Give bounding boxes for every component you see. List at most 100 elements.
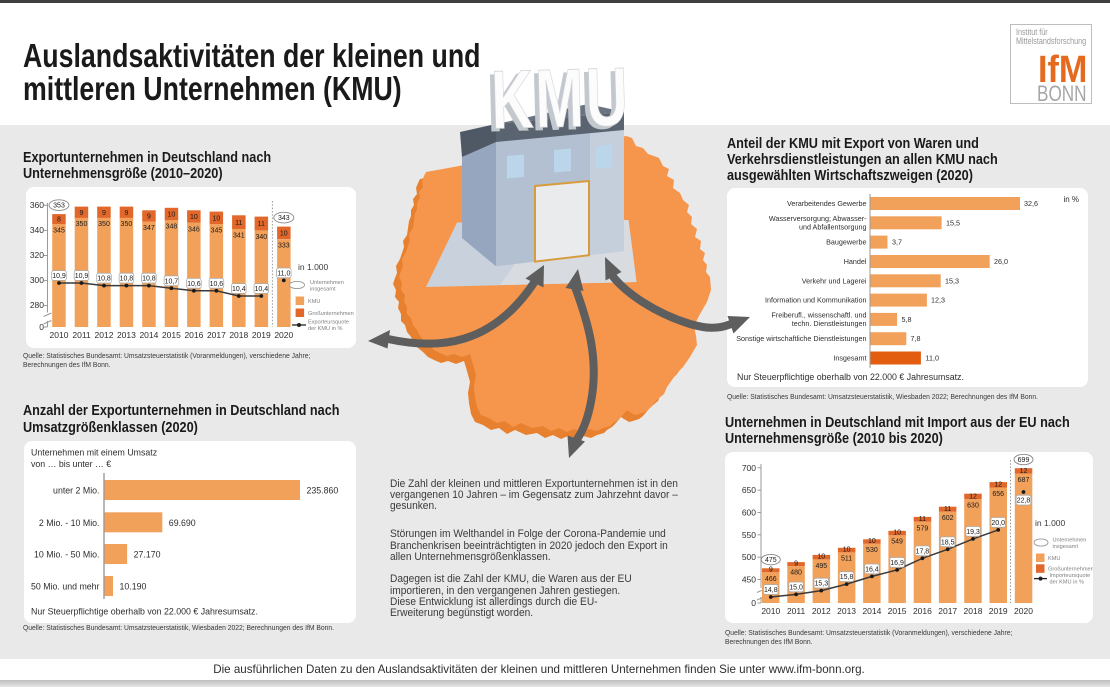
svg-text:Wasserversorgung; Abwasser-: Wasserversorgung; Abwasser-	[769, 214, 867, 223]
svg-text:699: 699	[1018, 457, 1030, 464]
svg-text:350: 350	[98, 221, 110, 228]
svg-text:10,6: 10,6	[187, 281, 201, 288]
svg-text:2013: 2013	[117, 330, 136, 340]
svg-text:Nur Steuerpflichtige oberhalb: Nur Steuerpflichtige oberhalb von 22.000…	[737, 372, 964, 382]
svg-text:11: 11	[919, 516, 926, 523]
svg-text:KMU: KMU	[1048, 556, 1060, 562]
svg-text:10: 10	[817, 554, 825, 561]
svg-text:Importeursquote: Importeursquote	[1050, 573, 1091, 579]
svg-text:511: 511	[841, 556, 852, 563]
svg-text:530: 530	[866, 547, 878, 554]
svg-text:12: 12	[994, 482, 1002, 489]
svg-text:630: 630	[967, 503, 979, 510]
svg-text:10,7: 10,7	[165, 278, 179, 285]
svg-text:Exporteursquote: Exporteursquote	[308, 320, 349, 326]
svg-text:2 Mio. - 10 Mio.: 2 Mio. - 10 Mio.	[39, 518, 100, 528]
svg-text:Unternehmen: Unternehmen	[310, 280, 344, 286]
svg-text:10,6: 10,6	[210, 281, 224, 288]
svg-text:350: 350	[76, 221, 88, 228]
svg-text:und Abfallentsorgung: und Abfallentsorgung	[799, 223, 867, 232]
svg-text:10,9: 10,9	[75, 273, 89, 280]
svg-text:in 1.000: in 1.000	[1035, 518, 1066, 528]
svg-text:345: 345	[53, 228, 65, 235]
svg-text:Sonstige wirtschaftliche Diens: Sonstige wirtschaftliche Dienstleistunge…	[736, 334, 866, 343]
svg-text:10 Mio. - 50 Mio.: 10 Mio. - 50 Mio.	[34, 550, 100, 560]
svg-text:2012: 2012	[812, 606, 831, 616]
svg-text:Information und Kommunikation: Information und Kommunikation	[765, 296, 866, 305]
svg-text:16,9: 16,9	[890, 560, 904, 567]
svg-text:15,3: 15,3	[814, 581, 828, 588]
svg-text:320: 320	[30, 250, 44, 260]
svg-text:50 Mio. und mehr: 50 Mio. und mehr	[31, 582, 100, 592]
svg-text:insgesamt: insgesamt	[310, 287, 336, 293]
svg-text:2011: 2011	[787, 606, 806, 616]
svg-text:360: 360	[30, 200, 44, 210]
svg-text:insgesamt: insgesamt	[1053, 544, 1079, 550]
svg-text:10,4: 10,4	[254, 286, 268, 293]
svg-text:Großunternehmen: Großunternehmen	[1048, 567, 1093, 573]
svg-text:KMU: KMU	[308, 299, 320, 305]
svg-text:9: 9	[102, 210, 106, 217]
svg-text:techn. Dienstleistungen: techn. Dienstleistungen	[792, 319, 867, 328]
svg-text:10: 10	[190, 214, 198, 221]
svg-text:Handel: Handel	[844, 257, 867, 266]
svg-text:2012: 2012	[95, 330, 114, 340]
svg-text:16,4: 16,4	[865, 567, 879, 574]
svg-text:Baugewerbe: Baugewerbe	[826, 238, 866, 247]
svg-text:2013: 2013	[837, 606, 856, 616]
svg-text:0: 0	[751, 598, 756, 608]
svg-text:Insgesamt: Insgesamt	[833, 354, 866, 363]
svg-text:2011: 2011	[72, 330, 91, 340]
svg-text:9: 9	[794, 560, 798, 567]
svg-text:2019: 2019	[989, 606, 1008, 616]
svg-text:9: 9	[769, 567, 773, 574]
svg-text:480: 480	[790, 570, 802, 577]
svg-text:2014: 2014	[862, 606, 881, 616]
svg-text:495: 495	[815, 563, 827, 570]
svg-text:11,0: 11,0	[277, 271, 290, 278]
svg-text:340: 340	[30, 225, 44, 235]
svg-text:Unternehmen: Unternehmen	[1053, 538, 1087, 544]
svg-text:341: 341	[233, 233, 245, 240]
svg-text:8: 8	[57, 217, 61, 224]
svg-text:549: 549	[891, 539, 903, 546]
svg-text:11,0: 11,0	[926, 354, 939, 363]
svg-text:347: 347	[143, 225, 155, 232]
svg-text:unter 2 Mio.: unter 2 Mio.	[53, 486, 99, 496]
svg-text:602: 602	[942, 515, 954, 522]
svg-text:20,0: 20,0	[991, 520, 1005, 527]
svg-text:10,4: 10,4	[232, 286, 246, 293]
svg-text:Nur Steuerpflichtige oberhalb: Nur Steuerpflichtige oberhalb von 22.000…	[31, 607, 258, 617]
svg-text:579: 579	[917, 525, 929, 532]
svg-text:Verarbeitendes Gewerbe: Verarbeitendes Gewerbe	[787, 199, 867, 208]
svg-text:Unternehmen mit einem Umsatz: Unternehmen mit einem Umsatz	[31, 448, 157, 458]
svg-text:345: 345	[211, 228, 223, 235]
svg-text:348: 348	[166, 224, 178, 231]
svg-text:650: 650	[742, 485, 756, 495]
svg-text:280: 280	[30, 300, 44, 310]
svg-text:32,6: 32,6	[1024, 199, 1038, 208]
svg-text:11: 11	[258, 221, 265, 228]
svg-text:18,5: 18,5	[941, 539, 955, 546]
svg-text:17,8: 17,8	[916, 548, 930, 555]
svg-text:2015: 2015	[888, 606, 907, 616]
svg-text:550: 550	[742, 530, 756, 540]
svg-text:656: 656	[992, 491, 1004, 498]
svg-text:10: 10	[168, 212, 176, 219]
svg-text:KMU: KMU	[490, 60, 631, 147]
svg-text:26,0: 26,0	[994, 257, 1008, 266]
svg-text:2020: 2020	[274, 330, 293, 340]
svg-text:9: 9	[124, 210, 128, 217]
svg-text:466: 466	[765, 576, 777, 583]
svg-text:2020: 2020	[1014, 606, 1033, 616]
svg-text:12,3: 12,3	[931, 296, 945, 305]
svg-text:10: 10	[868, 538, 876, 545]
svg-text:von … bis unter … €: von … bis unter … €	[31, 459, 111, 469]
svg-text:340: 340	[255, 234, 267, 241]
svg-text:15,8: 15,8	[840, 574, 854, 581]
svg-text:10: 10	[213, 215, 221, 222]
svg-text:2016: 2016	[184, 330, 203, 340]
svg-text:343: 343	[278, 215, 290, 222]
svg-text:600: 600	[742, 508, 756, 518]
svg-text:2019: 2019	[252, 330, 271, 340]
